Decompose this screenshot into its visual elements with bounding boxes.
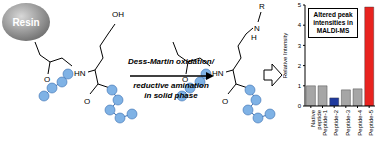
svg-text:OH: OH xyxy=(112,10,124,19)
svg-text:Peptide-2: Peptide-2 xyxy=(333,109,339,135)
svg-text:Peptide-5: Peptide-5 xyxy=(368,109,370,135)
svg-text:O: O xyxy=(222,97,228,106)
svg-text:in solid phase: in solid phase xyxy=(144,91,198,100)
svg-text:5: 5 xyxy=(298,2,302,8)
svg-text:Peptide-1: Peptide-1 xyxy=(322,109,328,135)
svg-text:Nativepeptide: Nativepeptide xyxy=(310,109,322,129)
svg-text:reductive amination: reductive amination xyxy=(133,81,209,90)
svg-text:0: 0 xyxy=(298,103,302,109)
svg-text:Relative Intensity: Relative Intensity xyxy=(283,33,288,79)
html-text:Altered peak intensities in MA: Altered peak intensities in MALDI-MS xyxy=(313,11,353,34)
svg-text:N: N xyxy=(254,24,260,33)
svg-text:Peptide-3: Peptide-3 xyxy=(345,109,351,135)
svg-text:HN: HN xyxy=(212,69,224,78)
svg-text:1: 1 xyxy=(298,83,302,89)
svg-text:3: 3 xyxy=(298,43,302,49)
svg-text:O: O xyxy=(44,75,50,84)
svg-text:H: H xyxy=(251,33,257,42)
svg-text:Peptide-4: Peptide-4 xyxy=(357,109,363,135)
svg-text:4: 4 xyxy=(298,22,302,28)
svg-text:2: 2 xyxy=(298,63,302,69)
svg-text:Resin: Resin xyxy=(12,17,39,28)
svg-text:O: O xyxy=(84,97,90,106)
svg-text:R: R xyxy=(259,2,265,11)
svg-text:Dess-Martin oxidation/: Dess-Martin oxidation/ xyxy=(128,57,215,66)
svg-text:HN: HN xyxy=(74,69,86,78)
